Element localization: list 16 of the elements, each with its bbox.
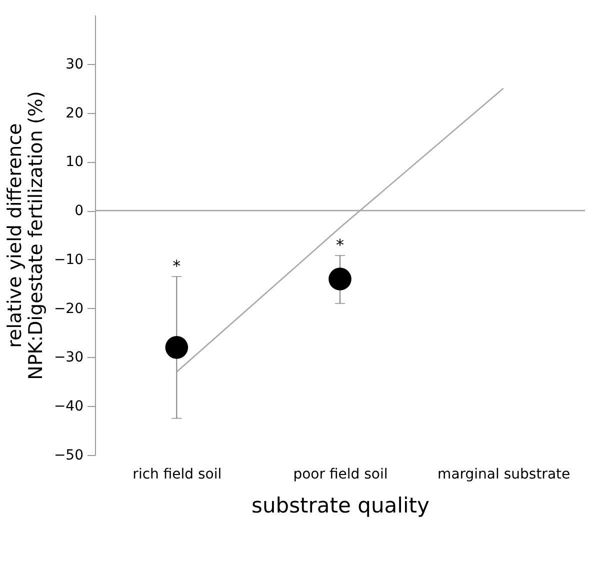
y-tick-label: 20 bbox=[66, 105, 84, 122]
y-tick-label: −50 bbox=[54, 448, 84, 464]
x-tick-label: poor field soil bbox=[293, 466, 388, 482]
y-tick-label: 30 bbox=[66, 56, 84, 72]
y-tick-label: −10 bbox=[54, 252, 84, 268]
y-tick-label: −20 bbox=[54, 300, 84, 317]
x-tick-label: marginal substrate bbox=[438, 466, 570, 482]
annotation: * bbox=[336, 236, 344, 255]
y-tick-label: 0 bbox=[74, 203, 84, 220]
annotation: * bbox=[172, 256, 181, 276]
x-axis-title: substrate quality bbox=[252, 494, 430, 518]
y-tick-label: −40 bbox=[54, 398, 84, 415]
y-tick-label: 10 bbox=[66, 154, 84, 170]
y-tick-label: −30 bbox=[54, 350, 84, 366]
x-tick-label: rich field soil bbox=[132, 466, 222, 482]
y-axis-title: relative yield difference NPK:Digestate fertilization (%) bbox=[4, 91, 47, 380]
